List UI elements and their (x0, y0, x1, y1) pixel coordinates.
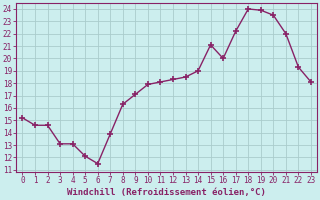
X-axis label: Windchill (Refroidissement éolien,°C): Windchill (Refroidissement éolien,°C) (67, 188, 266, 197)
